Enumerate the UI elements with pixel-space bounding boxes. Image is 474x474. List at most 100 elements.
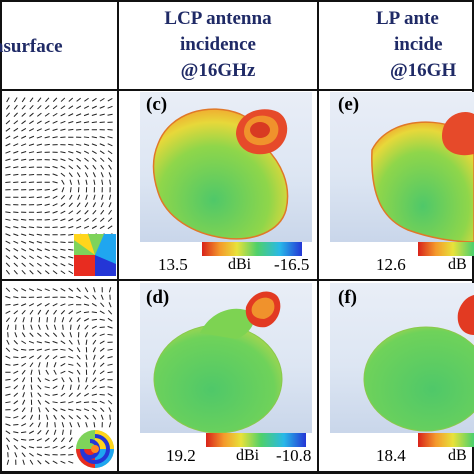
- metasurface-element: [60, 263, 66, 267]
- metasurface-element: [108, 202, 112, 208]
- metasurface-element: [44, 233, 50, 236]
- metasurface-element: [60, 288, 66, 292]
- metasurface-element: [28, 340, 35, 344]
- metasurface-element: [68, 401, 74, 404]
- metasurface-element: [21, 240, 27, 244]
- metasurface-element: [21, 348, 27, 351]
- metasurface-element: [5, 295, 11, 299]
- metasurface-element: [52, 120, 58, 124]
- metasurface-element: [5, 262, 11, 267]
- metasurface-element: [52, 136, 58, 139]
- metasurface-element: [21, 303, 27, 307]
- metasurface-element: [60, 105, 66, 110]
- metasurface-element: [69, 187, 72, 193]
- metasurface-element: [5, 143, 11, 147]
- metasurface-element: [76, 317, 81, 322]
- metasurface-element: [13, 150, 19, 154]
- metasurface-element: [60, 202, 66, 207]
- metasurface-element: [68, 445, 74, 450]
- metasurface-element: [44, 348, 50, 351]
- metasurface-element: [62, 324, 64, 330]
- metasurface-element: [36, 248, 42, 252]
- metasurface-element: [22, 384, 26, 390]
- metasurface-element: [107, 217, 113, 222]
- metasurface-element: [84, 97, 89, 102]
- metasurface-element: [76, 295, 82, 299]
- metasurface-element: [5, 247, 11, 252]
- metasurface-element: [38, 362, 41, 368]
- metasurface-element: [91, 393, 97, 396]
- metasurface-element: [76, 225, 82, 229]
- metasurface-element: [68, 303, 74, 306]
- metasurface-element: [99, 318, 105, 321]
- metasurface-element: [13, 112, 18, 117]
- metasurface-element: [60, 218, 66, 222]
- metasurface-element: [92, 172, 96, 178]
- metasurface-element: [52, 401, 58, 404]
- metasurface-element: [108, 164, 112, 170]
- metasurface-element: [100, 407, 105, 412]
- metasurface-element: [61, 422, 65, 428]
- header-lcp-line1: LCP antenna: [164, 8, 272, 29]
- colorbar-c: [202, 242, 302, 256]
- metasurface-element: [60, 97, 66, 102]
- metasurface-element: [38, 369, 41, 375]
- metasurface-element: [77, 324, 81, 330]
- metasurface-element: [61, 317, 65, 323]
- metasurface-element: [76, 113, 82, 117]
- metasurface-element: [44, 173, 50, 176]
- metasurface-element: [53, 369, 57, 375]
- metasurface-element: [75, 408, 82, 411]
- metasurface-element: [68, 370, 74, 374]
- metasurface-element: [37, 430, 42, 435]
- colorbar-c-unit: dBi: [228, 256, 252, 273]
- metasurface-element: [93, 179, 96, 185]
- metasurface-element: [6, 459, 10, 465]
- metasurface-element: [76, 217, 82, 222]
- metasurface-element: [100, 294, 104, 300]
- metasurface-element: [13, 340, 18, 345]
- metasurface-element: [46, 317, 48, 323]
- metasurface-element: [5, 255, 11, 260]
- metasurface-element: [30, 407, 33, 413]
- metasurface-element: [52, 158, 58, 161]
- metasurface-element: [99, 386, 105, 389]
- metasurface-element: [60, 303, 66, 307]
- metasurface-element: [84, 210, 89, 215]
- metasurface-element: [52, 226, 58, 229]
- metasurface-element: [37, 384, 42, 390]
- metasurface-element: [68, 172, 73, 178]
- radiation-pattern-f: [363, 295, 474, 432]
- metasurface-element: [60, 120, 66, 124]
- metasurface-element: [68, 460, 74, 464]
- colorbar-c-max: 13.5: [158, 255, 188, 274]
- metasurface-element: [54, 317, 57, 323]
- metasurface-element: [36, 241, 42, 244]
- colorbar-e-unit: dB: [448, 256, 467, 273]
- metasurface-element: [68, 347, 74, 352]
- metasurface-element: [99, 143, 105, 147]
- metasurface-element: [108, 287, 112, 293]
- metasurface-element: [13, 158, 19, 161]
- metasurface-element: [45, 414, 49, 420]
- metasurface-element: [52, 378, 58, 382]
- radiation-pattern-e: [371, 112, 474, 243]
- metasurface-element: [22, 459, 25, 465]
- metasurface-element: [91, 105, 97, 109]
- metasurface-element: [21, 369, 26, 375]
- metasurface-element: [44, 128, 50, 132]
- metasurface-element: [22, 377, 26, 383]
- metasurface-element: [91, 225, 97, 229]
- metasurface-element: [76, 287, 81, 292]
- metasurface-element: [100, 414, 104, 420]
- metasurface-element: [68, 113, 74, 117]
- metasurface-element: [99, 97, 105, 102]
- metasurface-element: [44, 332, 50, 337]
- metasurface-element: [76, 354, 81, 360]
- metasurface-element: [100, 202, 104, 208]
- metasurface-element: [21, 255, 27, 260]
- metasurface-element: [52, 112, 58, 117]
- metasurface-element: [107, 333, 113, 336]
- metasurface-element: [13, 233, 19, 237]
